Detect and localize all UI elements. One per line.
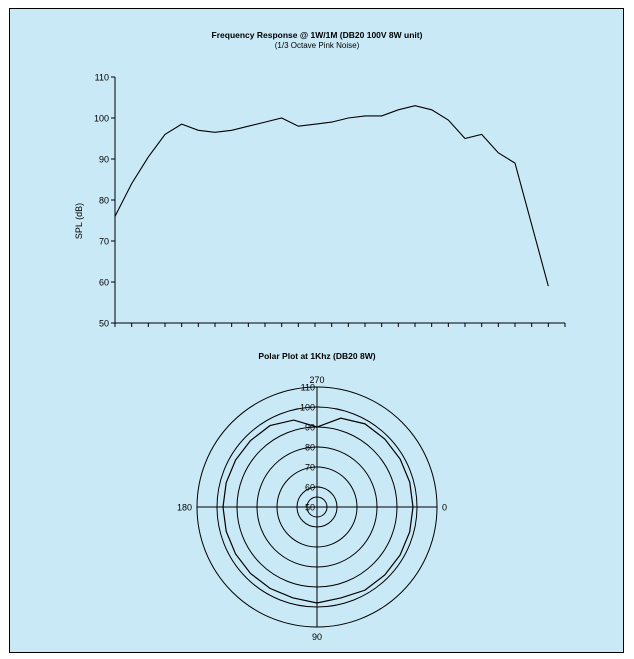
radial-label: 110 — [301, 383, 315, 393]
radial-label: 60 — [305, 483, 315, 493]
y-tick-label: 100 — [94, 114, 109, 124]
y-tick-label: 50 — [99, 319, 109, 329]
polar-response-line — [222, 417, 414, 604]
y-axis-label: SPL (dB) — [74, 203, 84, 239]
line-chart-axes: 50 60 70 80 90 100 110 — [94, 73, 566, 329]
line-chart-series — [114, 105, 549, 287]
line-chart-subtitle: (1/3 Octave Pink Noise) — [275, 41, 360, 50]
line-chart-title: Frequency Response @ 1W/1M (DB20 100V 8W… — [212, 30, 423, 40]
radial-label: 100 — [300, 403, 315, 413]
y-tick-label: 60 — [99, 278, 109, 288]
angle-label-180: 180 — [177, 503, 192, 513]
angle-label-0: 0 — [442, 503, 447, 513]
frequency-response-line — [114, 105, 549, 287]
polar-series — [222, 417, 414, 604]
radial-label: 90 — [305, 423, 315, 433]
y-tick-label: 80 — [99, 196, 109, 206]
angle-label-90: 90 — [312, 632, 322, 642]
radial-label: 70 — [305, 463, 315, 473]
angle-label-270: 270 — [309, 375, 324, 385]
y-tick-label: 110 — [95, 73, 109, 83]
radial-label: 80 — [305, 443, 315, 453]
radial-label: 50 — [305, 503, 315, 513]
y-tick-label: 70 — [99, 237, 109, 247]
y-tick-label: 90 — [99, 155, 109, 165]
polar-grid: 50 60 70 80 90 100 110 0 90 180 270 — [177, 375, 447, 642]
polar-chart-title: Polar Plot at 1Khz (DB20 8W) — [258, 351, 375, 361]
